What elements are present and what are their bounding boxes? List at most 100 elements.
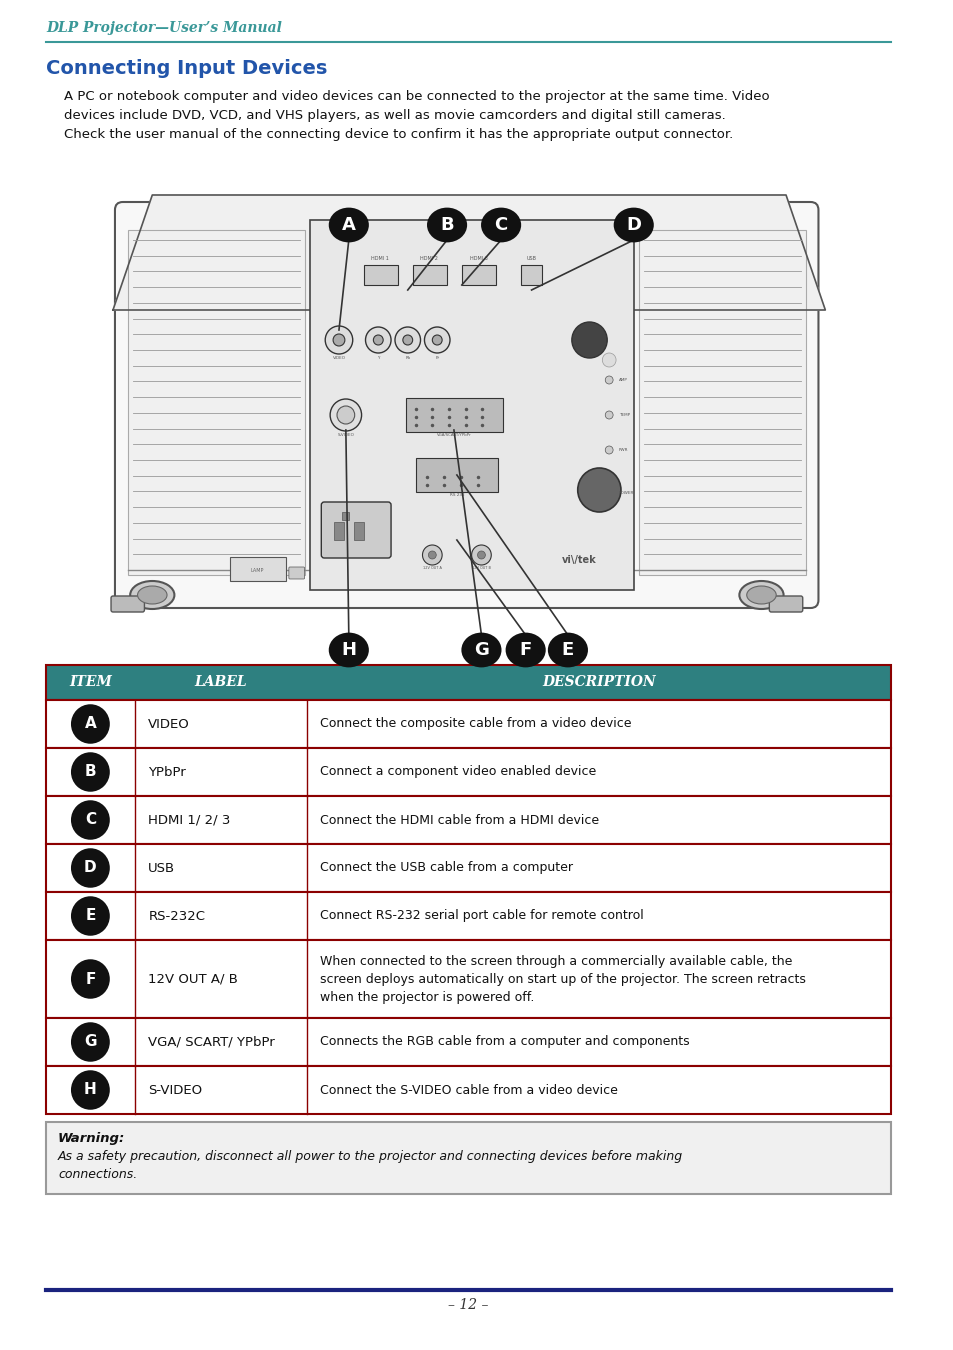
- Text: LAMP: LAMP: [251, 567, 264, 572]
- Text: E: E: [561, 641, 574, 659]
- Circle shape: [72, 850, 108, 886]
- FancyBboxPatch shape: [309, 220, 633, 590]
- Text: Pr: Pr: [435, 356, 438, 360]
- FancyBboxPatch shape: [341, 512, 349, 520]
- Ellipse shape: [462, 634, 499, 666]
- Ellipse shape: [549, 634, 586, 666]
- FancyBboxPatch shape: [46, 666, 890, 701]
- Circle shape: [72, 802, 108, 838]
- Text: S-VIDEO: S-VIDEO: [337, 433, 354, 437]
- Circle shape: [571, 323, 606, 358]
- Text: H: H: [341, 641, 355, 659]
- Ellipse shape: [615, 209, 652, 242]
- Circle shape: [330, 400, 361, 431]
- Circle shape: [72, 1025, 108, 1060]
- FancyBboxPatch shape: [638, 230, 805, 575]
- Circle shape: [373, 335, 383, 346]
- FancyBboxPatch shape: [46, 892, 890, 940]
- Text: D: D: [625, 216, 640, 234]
- Circle shape: [72, 706, 108, 743]
- Text: DLP Projector—User’s Manual: DLP Projector—User’s Manual: [46, 22, 282, 35]
- Text: Connect the S-VIDEO cable from a video device: Connect the S-VIDEO cable from a video d…: [320, 1084, 618, 1096]
- Text: VIDEO: VIDEO: [333, 356, 345, 360]
- Text: Connects the RGB cable from a computer and components: Connects the RGB cable from a computer a…: [320, 1035, 689, 1049]
- FancyBboxPatch shape: [111, 595, 144, 612]
- Text: A: A: [85, 717, 96, 732]
- FancyBboxPatch shape: [46, 1066, 890, 1114]
- Circle shape: [333, 333, 345, 346]
- Text: F: F: [519, 641, 531, 659]
- Text: A PC or notebook computer and video devices can be connected to the projector at: A PC or notebook computer and video devi…: [64, 90, 769, 140]
- Circle shape: [604, 410, 613, 418]
- Text: Connect a component video enabled device: Connect a component video enabled device: [320, 765, 596, 779]
- Circle shape: [432, 335, 441, 346]
- Ellipse shape: [130, 580, 174, 609]
- FancyBboxPatch shape: [46, 748, 890, 796]
- Text: VGA/ SCART/ YPbPr: VGA/ SCART/ YPbPr: [149, 1035, 274, 1049]
- FancyBboxPatch shape: [289, 567, 304, 579]
- Text: 12V OUT A: 12V OUT A: [422, 566, 441, 570]
- Text: USB: USB: [149, 861, 175, 875]
- Text: Connect the HDMI cable from a HDMI device: Connect the HDMI cable from a HDMI devic…: [320, 814, 598, 826]
- FancyBboxPatch shape: [230, 558, 286, 580]
- FancyBboxPatch shape: [768, 595, 801, 612]
- FancyBboxPatch shape: [128, 230, 304, 575]
- Text: TEMP: TEMP: [618, 413, 630, 417]
- Text: Connect RS-232 serial port cable for remote control: Connect RS-232 serial port cable for rem…: [320, 910, 643, 922]
- FancyBboxPatch shape: [46, 844, 890, 892]
- Text: VGA/SCART/YPbPr: VGA/SCART/YPbPr: [436, 433, 471, 437]
- FancyBboxPatch shape: [46, 796, 890, 844]
- Ellipse shape: [506, 634, 544, 666]
- Ellipse shape: [739, 580, 782, 609]
- Text: 12V OUT A/ B: 12V OUT A/ B: [149, 972, 238, 986]
- Text: C: C: [494, 216, 507, 234]
- FancyBboxPatch shape: [354, 522, 363, 540]
- FancyBboxPatch shape: [46, 1018, 890, 1066]
- Circle shape: [72, 961, 108, 998]
- Text: HDMI 1/ 2/ 3: HDMI 1/ 2/ 3: [149, 814, 231, 826]
- FancyBboxPatch shape: [405, 398, 502, 432]
- Circle shape: [72, 898, 108, 934]
- Text: B: B: [439, 216, 454, 234]
- Text: POWER: POWER: [618, 491, 634, 495]
- Text: H: H: [84, 1083, 96, 1098]
- FancyBboxPatch shape: [46, 940, 890, 1018]
- Circle shape: [604, 377, 613, 383]
- Text: When connected to the screen through a commercially available cable, the
screen : When connected to the screen through a c…: [320, 954, 805, 1003]
- FancyBboxPatch shape: [461, 265, 496, 285]
- Text: Connect the USB cable from a computer: Connect the USB cable from a computer: [320, 861, 573, 875]
- Circle shape: [601, 352, 616, 367]
- Circle shape: [402, 335, 413, 346]
- Circle shape: [428, 551, 436, 559]
- FancyBboxPatch shape: [363, 265, 397, 285]
- Text: 12V OUT B: 12V OUT B: [472, 566, 491, 570]
- Ellipse shape: [137, 586, 167, 603]
- Text: Y: Y: [376, 356, 379, 360]
- Text: G: G: [474, 641, 488, 659]
- Text: – 12 –: – 12 –: [448, 1297, 489, 1312]
- Circle shape: [325, 325, 353, 354]
- Text: E: E: [85, 909, 95, 923]
- Text: C: C: [85, 813, 96, 828]
- Text: B: B: [85, 764, 96, 779]
- Ellipse shape: [746, 586, 776, 603]
- Text: YPbPr: YPbPr: [149, 765, 186, 779]
- Text: HDMI 2: HDMI 2: [420, 255, 437, 261]
- Text: USB: USB: [526, 255, 536, 261]
- Text: S-VIDEO: S-VIDEO: [149, 1084, 202, 1096]
- Ellipse shape: [330, 209, 367, 242]
- FancyBboxPatch shape: [321, 502, 391, 558]
- FancyBboxPatch shape: [46, 1122, 890, 1193]
- Ellipse shape: [330, 634, 367, 666]
- Text: RS 232: RS 232: [449, 493, 464, 497]
- Circle shape: [72, 1072, 108, 1108]
- Circle shape: [336, 406, 355, 424]
- Ellipse shape: [428, 209, 465, 242]
- Text: LABEL: LABEL: [194, 675, 247, 690]
- Circle shape: [578, 468, 620, 512]
- FancyBboxPatch shape: [520, 265, 542, 285]
- Text: G: G: [84, 1034, 96, 1049]
- Polygon shape: [112, 194, 824, 310]
- Circle shape: [604, 446, 613, 454]
- Text: Connect the composite cable from a video device: Connect the composite cable from a video…: [320, 717, 631, 730]
